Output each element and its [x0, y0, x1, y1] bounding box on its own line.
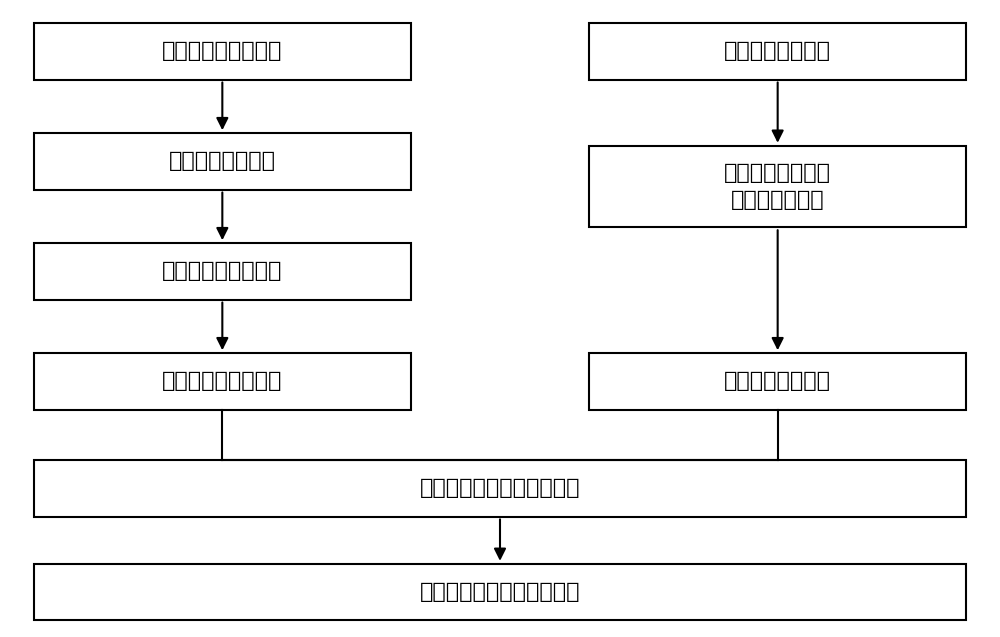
FancyBboxPatch shape — [589, 353, 966, 410]
Text: 温差发电器热端部分: 温差发电器热端部分 — [162, 371, 283, 391]
Text: 丝网印刷中温焺料: 丝网印刷中温焺料 — [169, 152, 276, 171]
FancyBboxPatch shape — [589, 146, 966, 227]
FancyBboxPatch shape — [34, 564, 966, 620]
Text: 柔性印刷电路板制作: 柔性印刷电路板制作 — [162, 41, 283, 61]
Text: 丝网印刷低温焺料: 丝网印刷低温焺料 — [724, 371, 831, 391]
FancyBboxPatch shape — [34, 243, 411, 299]
Text: 去除胶带、温差发电器成型: 去除胶带、温差发电器成型 — [420, 582, 580, 602]
Text: 冷端铜导电片模具
定位、胶带固定: 冷端铜导电片模具 定位、胶带固定 — [724, 163, 831, 210]
FancyBboxPatch shape — [589, 23, 966, 80]
Text: 热电块体定位与焺接: 热电块体定位与焺接 — [162, 261, 283, 282]
FancyBboxPatch shape — [34, 23, 411, 80]
FancyBboxPatch shape — [34, 353, 411, 410]
Text: 温差发电器冷端装配、焺接: 温差发电器冷端装配、焺接 — [420, 478, 580, 498]
FancyBboxPatch shape — [34, 133, 411, 190]
FancyBboxPatch shape — [34, 460, 966, 517]
Text: 冷端铜导电片制作: 冷端铜导电片制作 — [724, 41, 831, 61]
